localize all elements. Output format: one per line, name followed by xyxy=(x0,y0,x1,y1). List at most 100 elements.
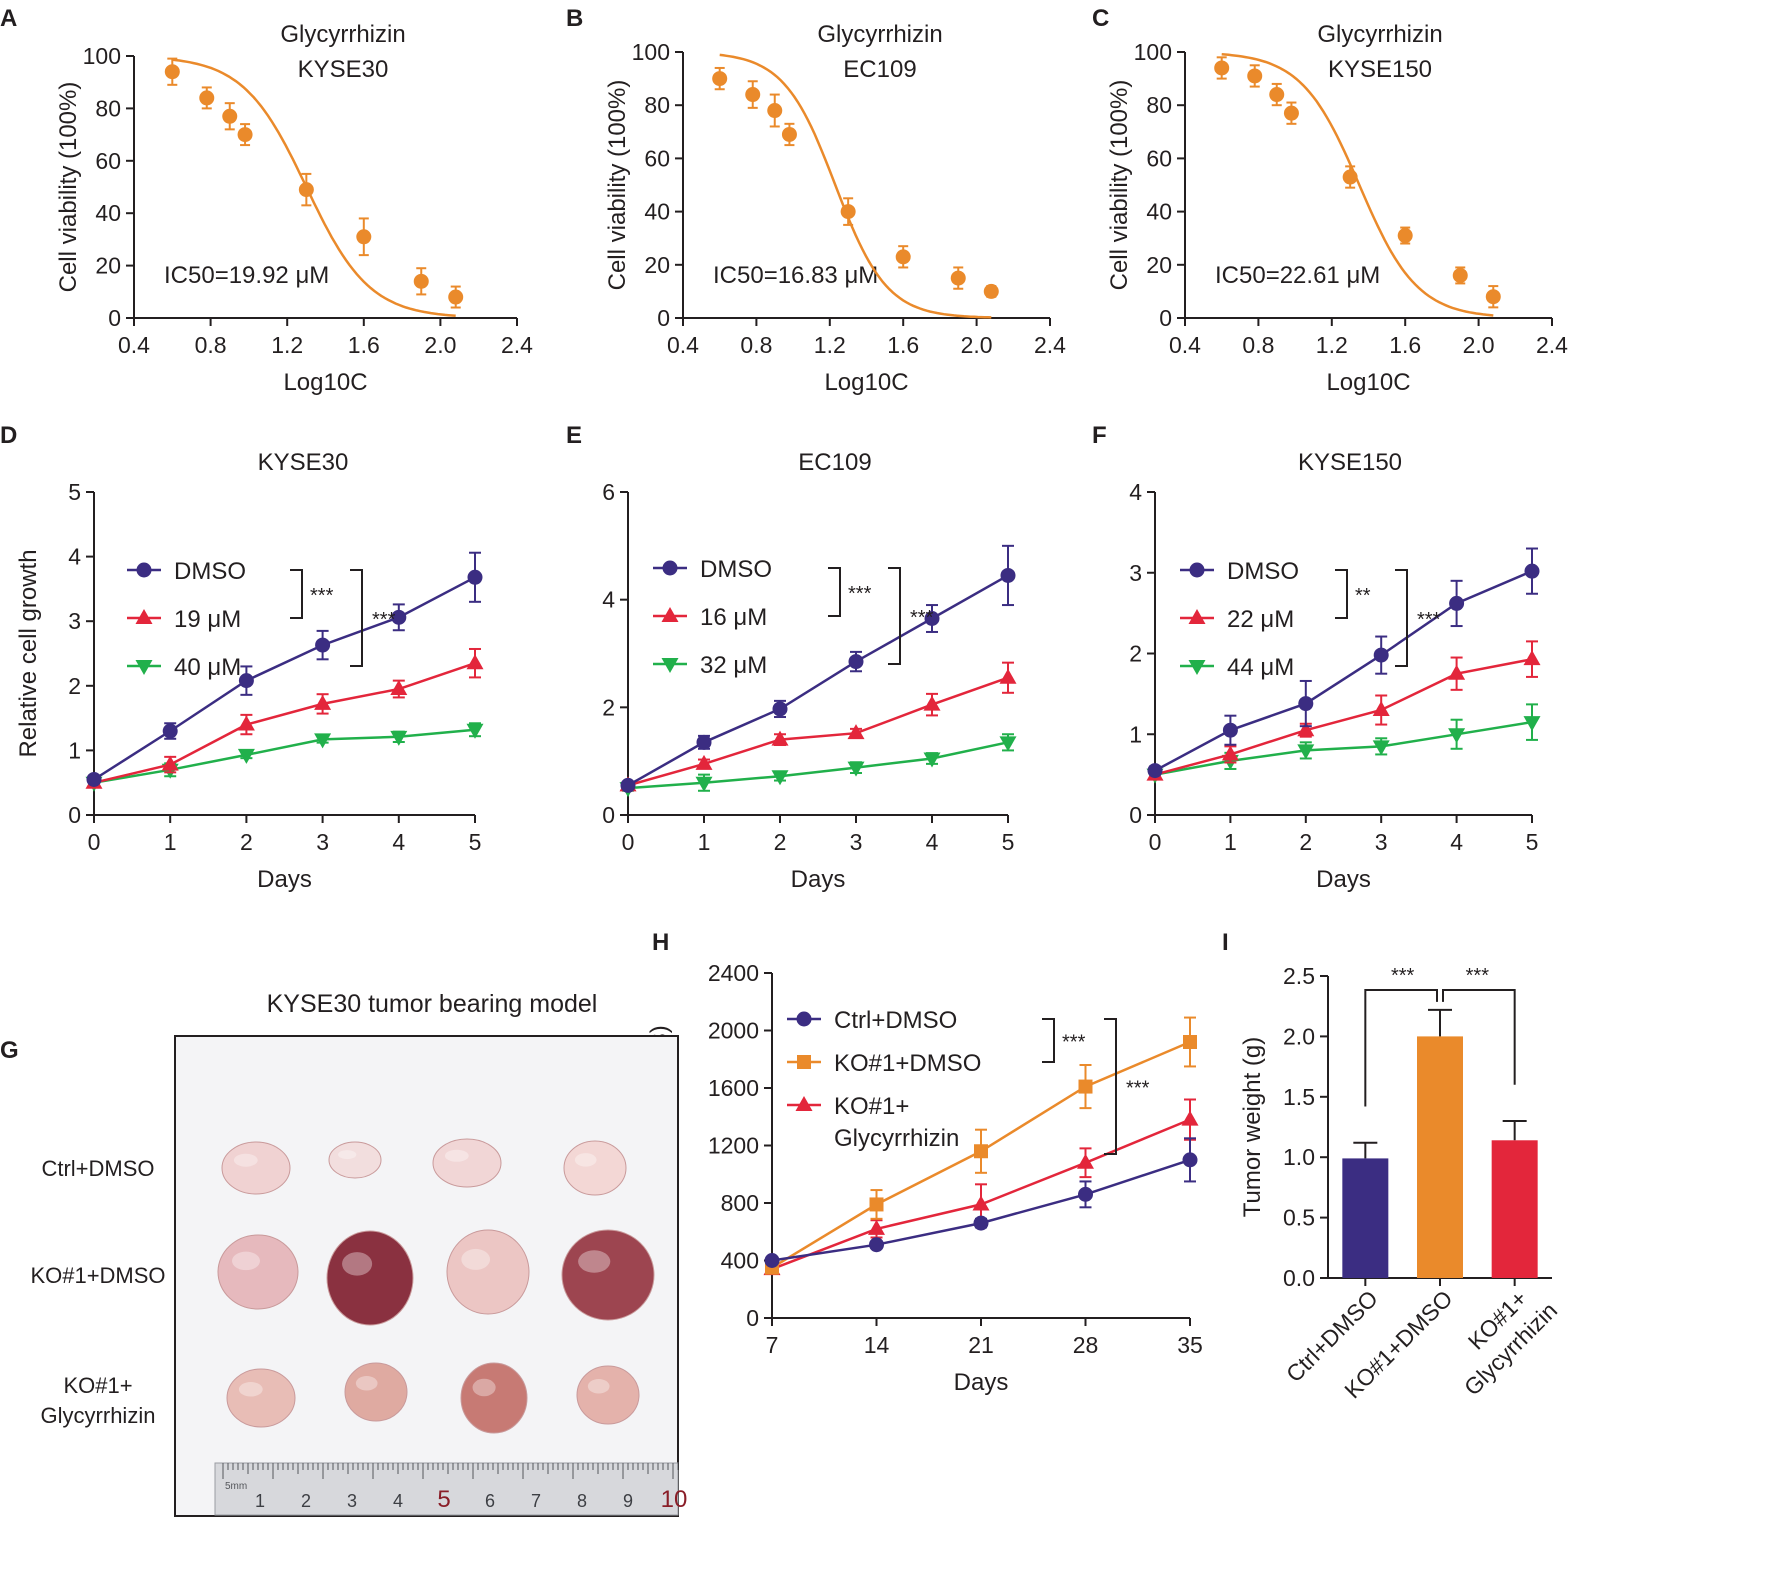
data-point xyxy=(1181,1110,1199,1126)
ruler-number: 5 xyxy=(437,1486,450,1513)
chart-title: Glycyrrhizin xyxy=(817,21,942,48)
y-tick-label: 2 xyxy=(602,694,615,720)
tumor-highlight xyxy=(587,1379,610,1394)
y-tick-label: 2 xyxy=(1129,641,1142,667)
tumor-highlight xyxy=(355,1376,378,1391)
tumor-sample xyxy=(221,1141,291,1195)
x-tick-label: 1 xyxy=(698,829,711,855)
data-point xyxy=(237,715,255,731)
data-point xyxy=(1222,722,1238,738)
data-point xyxy=(1372,701,1390,717)
y-tick-label: 20 xyxy=(95,253,121,279)
legend-marker xyxy=(135,660,153,675)
legend-label: Ctrl+DMSO xyxy=(834,1007,957,1034)
x-tick-label: 1.2 xyxy=(1316,332,1348,358)
x-tick-label: 2 xyxy=(1299,829,1312,855)
chart-title: KYSE30 xyxy=(298,56,389,83)
y-tick-label: 400 xyxy=(721,1248,759,1274)
x-tick-label: 0 xyxy=(622,829,635,855)
data-point xyxy=(771,770,789,786)
chart-title: EC109 xyxy=(798,449,871,476)
data-point xyxy=(1449,595,1465,611)
y-axis-label: Cell viability (100%) xyxy=(1106,80,1133,291)
tumor-sample xyxy=(460,1362,528,1434)
significance-bracket xyxy=(1042,1018,1055,1063)
tumor-sample xyxy=(344,1362,408,1422)
x-tick-label: 4 xyxy=(1450,829,1463,855)
series-0 xyxy=(86,551,483,787)
data-point xyxy=(315,637,331,653)
data-point xyxy=(161,755,179,771)
legend: DMSO 19 μM 40 μM *** *** xyxy=(127,558,396,681)
x-axis-label: Days xyxy=(954,1369,1009,1396)
x-tick-label: 0.4 xyxy=(1169,332,1201,358)
data-point xyxy=(973,1215,989,1231)
ruler-number: 3 xyxy=(347,1491,357,1511)
x-tick-label: 7 xyxy=(766,1332,779,1358)
data-point xyxy=(1297,744,1315,760)
y-tick-label: 100 xyxy=(632,39,670,65)
legend-label: 40 μM xyxy=(174,654,241,681)
y-tick-label: 3 xyxy=(1129,560,1142,586)
x-tick-label: 2 xyxy=(240,829,253,855)
series-line xyxy=(1154,657,1533,776)
fit-curve xyxy=(1221,52,1494,317)
y-tick-label: 0 xyxy=(108,305,121,331)
photo-title: KYSE30 tumor bearing model xyxy=(267,990,598,1018)
x-tick-label: 3 xyxy=(850,829,863,855)
x-tick-label: 5 xyxy=(469,829,482,855)
tumor-sample xyxy=(217,1234,299,1310)
x-axis-label: Days xyxy=(1316,866,1371,893)
data-point xyxy=(869,1237,884,1253)
significance-bracket xyxy=(888,567,901,665)
tumor-highlight xyxy=(232,1251,260,1271)
data-point xyxy=(237,127,253,143)
x-tick-label: 0 xyxy=(88,829,101,855)
data-point xyxy=(771,730,789,746)
legend-label: 44 μM xyxy=(1227,654,1294,681)
data-point xyxy=(413,273,429,289)
data-point xyxy=(164,64,180,80)
tumor-highlight xyxy=(578,1250,611,1273)
data-point xyxy=(1342,169,1358,185)
y-tick-label: 4 xyxy=(68,544,81,570)
x-axis-label: Log10C xyxy=(283,369,367,396)
data-point xyxy=(712,71,728,87)
ic50-annotation: IC50=19.92 μM xyxy=(164,262,329,289)
x-tick-label: 0 xyxy=(1149,829,1162,855)
panel-B: B Glycyrrhizin EC109 0 20 40 60 80 100 0.4 0.8 1.2 1… xyxy=(566,5,1066,396)
data-point xyxy=(298,182,314,198)
y-tick-label: 1.5 xyxy=(1283,1084,1315,1110)
ruler-number: 9 xyxy=(623,1491,633,1511)
data-point xyxy=(1078,1079,1093,1094)
significance-label: *** xyxy=(1417,609,1441,631)
legend-label: DMSO xyxy=(1227,558,1299,585)
data-point xyxy=(199,90,215,106)
x-tick-label: 2 xyxy=(774,829,787,855)
series-2 xyxy=(85,722,484,792)
significance-label: *** xyxy=(372,609,396,631)
data-point xyxy=(745,87,761,103)
series-2 xyxy=(619,733,1017,798)
series-1 xyxy=(1146,640,1541,781)
y-tick-label: 1 xyxy=(1129,721,1142,747)
y-axis-label: Tumor weight (g) xyxy=(1239,1037,1266,1218)
data-point xyxy=(448,289,464,305)
data-point xyxy=(767,103,783,119)
legend-marker xyxy=(796,1011,812,1027)
legend-label: KO#1+DMSO xyxy=(834,1050,981,1077)
row-label: KO#1+DMSO xyxy=(30,1263,165,1288)
y-tick-label: 60 xyxy=(1146,145,1172,171)
data-point xyxy=(314,694,332,710)
panel-letter: D xyxy=(0,422,17,449)
x-tick-label: 5 xyxy=(1526,829,1539,855)
x-tick-label: 2.4 xyxy=(501,332,533,358)
significance-label: *** xyxy=(1391,965,1415,987)
data-point xyxy=(1448,728,1466,744)
x-tick-label: 0.4 xyxy=(118,332,150,358)
y-tick-label: 2.5 xyxy=(1283,963,1315,989)
tumor-highlight xyxy=(233,1153,258,1167)
chart-title: Glycyrrhizin xyxy=(280,21,405,48)
data-point xyxy=(974,1144,988,1159)
legend-label: 19 μM xyxy=(174,606,241,633)
